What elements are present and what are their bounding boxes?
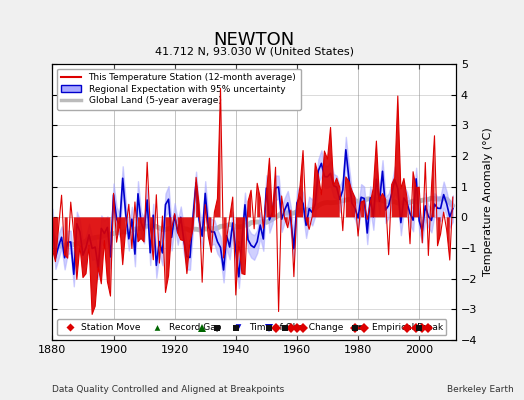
- Y-axis label: Temperature Anomaly (°C): Temperature Anomaly (°C): [483, 128, 493, 276]
- Title: NEWTON: NEWTON: [213, 30, 295, 48]
- Legend: Station Move, Record Gap, Time of Obs. Change, Empirical Break: Station Move, Record Gap, Time of Obs. C…: [57, 319, 446, 336]
- Text: Berkeley Earth: Berkeley Earth: [447, 385, 514, 394]
- Text: Data Quality Controlled and Aligned at Breakpoints: Data Quality Controlled and Aligned at B…: [52, 385, 285, 394]
- Text: 41.712 N, 93.030 W (United States): 41.712 N, 93.030 W (United States): [155, 46, 354, 56]
